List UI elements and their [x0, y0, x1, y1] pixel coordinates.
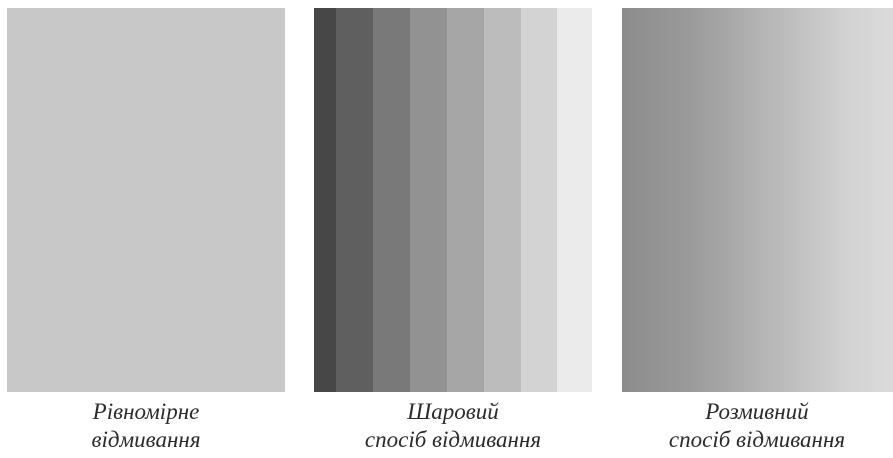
uniform-wash-caption-line2: відмивання: [1, 426, 291, 454]
layered-wash-band: [314, 8, 336, 392]
layered-wash-caption-line1: Шаровий: [308, 398, 598, 426]
blended-wash-caption-line2: спосіб відмивання: [612, 426, 893, 454]
layered-wash-caption: Шаровий спосіб відмивання: [308, 398, 598, 454]
blended-wash-caption: Розмивний спосіб відмивання: [612, 398, 893, 454]
blended-wash-caption-line1: Розмивний: [612, 398, 893, 426]
layered-wash-band: [336, 8, 373, 392]
blended-wash-swatch: [622, 8, 893, 392]
uniform-wash-caption-line1: Рівномірне: [1, 398, 291, 426]
uniform-wash-swatch: [7, 8, 285, 392]
layered-wash-band: [521, 8, 557, 392]
uniform-wash-caption: Рівномірне відмивання: [1, 398, 291, 454]
layered-wash-swatch: [314, 8, 592, 392]
layered-wash-caption-line2: спосіб відмивання: [308, 426, 598, 454]
layered-wash-band: [447, 8, 484, 392]
layered-wash-band: [557, 8, 592, 392]
layered-wash-band: [373, 8, 410, 392]
layered-wash-band: [410, 8, 447, 392]
layered-wash-band: [484, 8, 521, 392]
